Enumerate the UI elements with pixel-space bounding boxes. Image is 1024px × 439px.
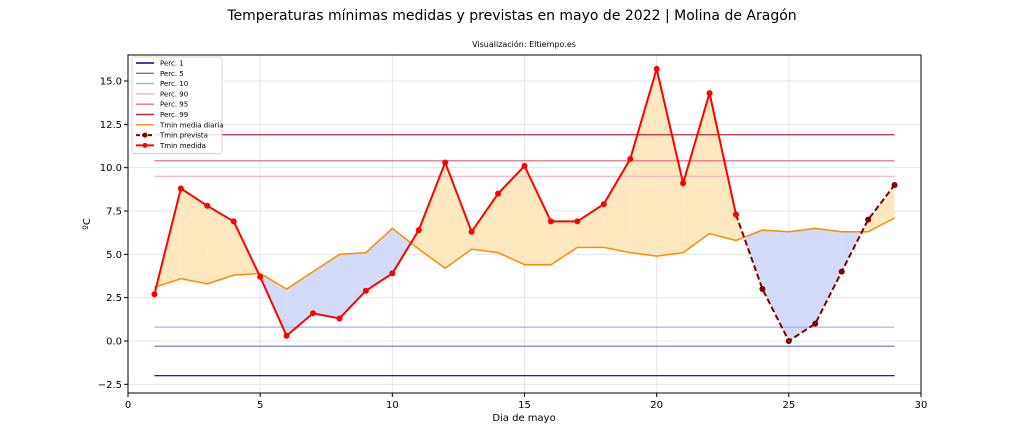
point-medida	[680, 180, 687, 187]
point-medida	[389, 270, 396, 277]
point-medida	[177, 185, 184, 192]
legend-label: Perc. 90	[160, 90, 188, 98]
y-tick-label: 0.0	[106, 337, 122, 348]
point-prevista	[838, 268, 845, 275]
fill-area	[313, 254, 340, 319]
fill-area	[550, 221, 578, 265]
fill-area	[656, 68, 684, 257]
x-tick-label: 20	[650, 400, 663, 411]
point-medida	[653, 65, 660, 72]
point-medida	[336, 315, 343, 322]
point-prevista	[865, 216, 872, 223]
legend-label: Perc. 99	[160, 111, 188, 119]
point-medida	[495, 190, 502, 197]
point-medida	[468, 228, 475, 235]
legend-label: Perc. 10	[160, 80, 188, 88]
fill-area	[445, 162, 472, 269]
point-medida	[627, 156, 634, 162]
fill-area	[841, 231, 862, 272]
fill-area	[498, 165, 525, 265]
x-tick-label: 10	[386, 400, 399, 411]
point-medida	[362, 287, 369, 294]
point-prevista	[891, 182, 898, 188]
point-prevista	[785, 338, 792, 344]
fill-area	[815, 228, 842, 324]
x-tick-label: 15	[518, 400, 531, 411]
legend-label: Tmin prevista	[159, 132, 208, 140]
y-tick-label: 15.0	[100, 77, 122, 88]
fill-area	[603, 159, 631, 253]
fill-area	[524, 165, 551, 265]
x-tick-label: 0	[125, 400, 131, 411]
fill-area	[744, 230, 763, 289]
y-axis-label: ºC	[82, 218, 93, 230]
fill-area	[683, 93, 710, 253]
point-medida	[310, 310, 317, 317]
point-medida	[547, 218, 554, 225]
point-medida	[283, 332, 290, 339]
y-tick-label: 7.5	[106, 207, 122, 218]
point-medida	[521, 162, 528, 169]
point-medida	[257, 273, 264, 280]
y-tick-label: 12.5	[100, 120, 122, 131]
fill-area	[365, 228, 393, 291]
fill-area	[471, 193, 499, 253]
fill-area	[709, 93, 736, 241]
fill-area	[339, 252, 366, 319]
point-medida	[600, 201, 607, 208]
fill-area	[180, 188, 208, 284]
point-prevista	[812, 320, 819, 327]
point-medida	[204, 202, 211, 209]
point-prevista	[759, 286, 766, 292]
x-tick-label: 30	[915, 400, 928, 411]
y-tick-label: −2.5	[98, 380, 122, 391]
series-line-media-diaria	[154, 217, 895, 290]
fill-area	[577, 204, 604, 248]
chart-subtitle: Visualización: Eltiempo.es	[472, 39, 576, 49]
fill-area	[630, 68, 657, 257]
y-tick-label: 5.0	[106, 250, 122, 261]
x-axis-label: Dia de mayo	[492, 413, 555, 424]
y-tick-label: 2.5	[106, 293, 122, 304]
point-medida	[415, 227, 422, 234]
point-medida	[574, 218, 581, 225]
legend-label: Perc. 95	[160, 101, 188, 109]
fill-area	[868, 185, 895, 232]
legend-label: Tmin medida	[159, 142, 206, 150]
legend-box	[131, 56, 223, 155]
fill-area	[286, 271, 314, 336]
legend-marker	[142, 142, 148, 148]
legend-label: Perc. 5	[160, 70, 184, 78]
point-medida	[706, 90, 713, 97]
point-medida	[230, 218, 237, 225]
point-medida	[151, 291, 158, 298]
x-tick-label: 5	[257, 400, 263, 411]
point-medida	[732, 211, 739, 218]
legend: Perc. 1 Perc. 5 Perc. 10 Perc. 90 Perc. 95 Pe…	[131, 56, 224, 155]
chart-title: Temperaturas mínimas medidas y previstas…	[226, 8, 796, 24]
legend-marker	[142, 132, 148, 138]
fill-area	[207, 205, 234, 284]
y-tick-label: 10.0	[100, 163, 122, 174]
legend-label: Tmin media diaria	[159, 121, 224, 129]
fill-area	[762, 230, 789, 341]
x-tick-label: 25	[782, 400, 795, 411]
plot-area: 0 5 10 15 20 25 30 −2.5 0.0 2.5 5.0 7.5 10.0 12.5 15.0…	[98, 54, 928, 411]
fill-area	[788, 228, 816, 341]
fill-area	[418, 162, 446, 269]
legend-label: Perc. 1	[160, 60, 184, 68]
point-medida	[442, 159, 449, 166]
